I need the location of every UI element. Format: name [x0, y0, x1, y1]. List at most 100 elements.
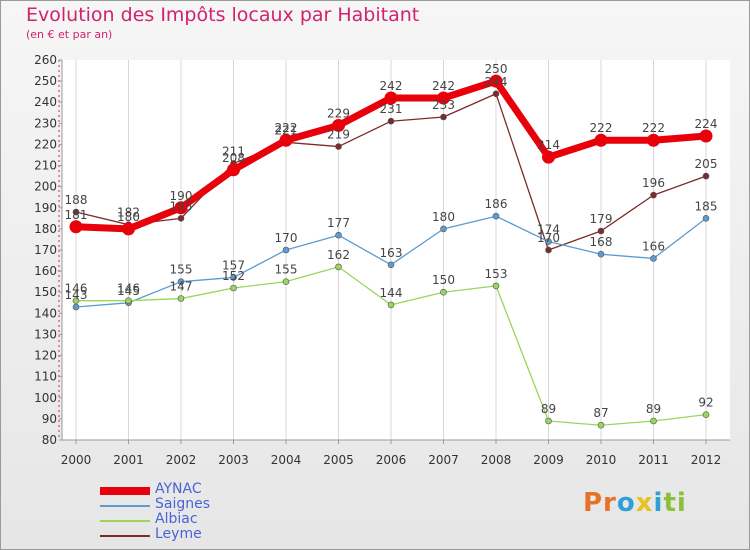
data-label: 182: [117, 206, 140, 220]
data-label: 211: [222, 144, 245, 158]
data-point: [282, 246, 290, 254]
x-tick-label: 2001: [113, 453, 144, 467]
logo-part: ti: [663, 488, 687, 518]
data-point: [335, 143, 342, 150]
data-point: [440, 113, 447, 121]
legend-swatch: [100, 535, 150, 537]
logo-part: Pr: [583, 488, 617, 518]
data-point: [279, 133, 293, 147]
y-tick-label: 110: [34, 370, 57, 384]
data-point: [650, 191, 657, 199]
x-tick-label: 2004: [271, 453, 302, 467]
x-tick-label: 2000: [61, 453, 92, 467]
data-label: 87: [593, 406, 608, 420]
data-point: [230, 274, 237, 281]
data-point: [699, 129, 713, 143]
data-label: 153: [485, 267, 508, 281]
data-label: 170: [537, 231, 560, 245]
data-label: 185: [170, 199, 193, 213]
proxiti-logo: Proxiti: [583, 488, 687, 518]
data-point: [545, 238, 552, 245]
x-tick-label: 2011: [638, 453, 669, 467]
legend-label: Albiac: [155, 511, 198, 527]
data-point: [227, 163, 240, 177]
x-tick-label: 2010: [586, 453, 617, 467]
y-tick-label: 120: [34, 349, 57, 363]
data-point: [594, 133, 608, 147]
y-tick-label: 130: [34, 327, 57, 341]
y-tick-label: 140: [34, 306, 57, 320]
data-label: 242: [432, 79, 455, 93]
data-label: 222: [642, 121, 665, 135]
data-point: [492, 90, 500, 98]
data-label: 166: [642, 239, 665, 253]
data-label: 146: [65, 282, 88, 296]
y-tick-label: 200: [34, 180, 57, 194]
data-label: 224: [695, 117, 718, 131]
data-label: 221: [275, 123, 298, 137]
data-point: [72, 297, 80, 304]
data-point: [650, 255, 657, 262]
data-point: [335, 263, 342, 271]
data-label: 179: [590, 212, 613, 226]
data-point: [125, 297, 132, 304]
data-point: [545, 246, 552, 254]
y-tick-label: 180: [34, 222, 57, 236]
y-tick-label: 170: [34, 243, 57, 257]
data-point: [335, 231, 342, 239]
data-label: 92: [698, 396, 713, 410]
data-point: [69, 220, 83, 234]
data-label: 168: [590, 235, 613, 249]
data-point: [72, 208, 80, 216]
data-label: 146: [117, 282, 140, 296]
y-tick-label: 100: [34, 391, 57, 405]
data-point: [177, 215, 185, 222]
data-label: 181: [65, 208, 88, 222]
data-label: 214: [537, 138, 560, 152]
data-label: 145: [117, 284, 140, 298]
data-label: 219: [327, 128, 350, 142]
data-point: [492, 212, 500, 220]
x-tick-label: 2012: [691, 453, 722, 467]
data-label: 163: [380, 246, 403, 260]
y-tick-label: 240: [34, 95, 57, 109]
data-label: 162: [327, 248, 350, 262]
y-tick-label: 80: [42, 433, 57, 447]
data-label: 144: [380, 286, 403, 300]
y-tick-label: 160: [34, 264, 57, 278]
y-tick-label: 190: [34, 201, 57, 215]
data-label: 244: [485, 75, 508, 89]
data-point: [597, 250, 605, 258]
data-point: [387, 301, 395, 309]
logo-part: o: [616, 488, 636, 518]
y-tick-label: 210: [34, 159, 57, 173]
data-point: [702, 172, 710, 180]
data-label: 188: [65, 193, 88, 207]
x-tick-label: 2005: [323, 453, 354, 467]
y-tick-label: 250: [34, 74, 57, 88]
data-point: [702, 411, 710, 418]
data-label: 222: [590, 121, 613, 135]
data-label: 180: [432, 210, 455, 224]
data-point: [230, 284, 237, 292]
legend-swatch: [100, 505, 150, 507]
data-label: 157: [222, 258, 245, 272]
data-point: [702, 215, 710, 222]
y-tick-label: 150: [34, 285, 57, 299]
data-label: 147: [170, 280, 193, 294]
data-point: [177, 295, 185, 302]
data-label: 174: [537, 223, 560, 237]
x-tick-label: 2007: [428, 453, 459, 467]
data-label: 177: [327, 216, 350, 230]
data-label: 231: [380, 102, 403, 116]
data-label: 89: [541, 402, 556, 416]
y-tick-label: 220: [34, 137, 57, 151]
data-label: 150: [432, 273, 455, 287]
x-tick-label: 2009: [533, 453, 564, 467]
data-label: 222: [275, 121, 298, 135]
x-tick-label: 2003: [218, 453, 249, 467]
x-tick-label: 2002: [166, 453, 197, 467]
legend-label: Leyme: [155, 526, 202, 542]
data-label: 155: [170, 263, 193, 277]
data-label: 196: [642, 176, 665, 190]
